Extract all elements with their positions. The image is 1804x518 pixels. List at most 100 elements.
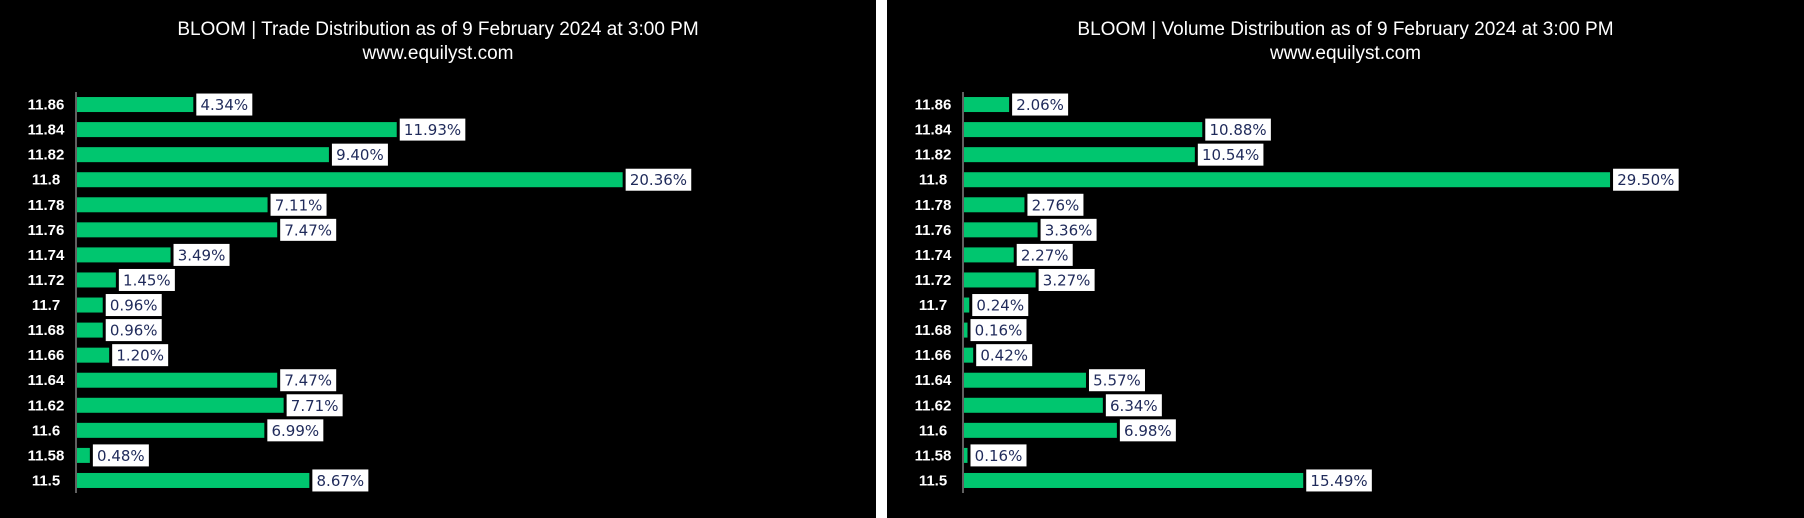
y-tick-label: 11.72 <box>915 272 952 289</box>
data-label: 9.40% <box>336 146 384 164</box>
bar <box>77 172 623 188</box>
data-label-box <box>92 444 149 467</box>
data-label: 0.16% <box>975 322 1023 340</box>
data-label-box <box>112 344 169 367</box>
y-tick-label: 11.66 <box>28 347 65 364</box>
data-label-box <box>1197 143 1264 166</box>
data-label: 0.96% <box>110 297 158 315</box>
bar <box>77 322 103 338</box>
data-label-box <box>280 218 337 241</box>
y-tick-label: 11.5 <box>919 472 947 489</box>
data-label: 6.99% <box>272 422 320 440</box>
data-label-box <box>118 268 175 291</box>
data-label: 2.27% <box>1021 246 1069 264</box>
data-label-box <box>1038 268 1095 291</box>
y-tick-label: 11.86 <box>915 97 952 114</box>
bar <box>77 447 90 463</box>
data-label: 20.36% <box>630 171 687 189</box>
data-label: 0.42% <box>980 347 1028 365</box>
data-label-box <box>270 193 327 216</box>
data-label-box <box>1012 93 1069 116</box>
bar <box>964 272 1036 288</box>
y-tick-label: 11.6 <box>32 422 60 439</box>
volume-distribution-chart: 11.86 2.06% 11.84 10.88% 11.82 10.54% 11.8 29.5… <box>915 92 1679 493</box>
data-label-box <box>1306 469 1372 492</box>
data-label-box <box>976 344 1033 367</box>
y-tick-label: 11.64 <box>915 372 952 389</box>
y-tick-label: 11.86 <box>28 97 65 114</box>
data-label-box <box>196 93 253 116</box>
y-tick-label: 11.82 <box>915 147 952 164</box>
bar <box>964 122 1203 138</box>
data-label-box <box>286 394 343 417</box>
volume-distribution-panel: BLOOM | Volume Distribution as of 9 Febr… <box>887 0 1804 518</box>
data-label: 4.34% <box>200 96 248 114</box>
data-label-box <box>625 168 692 191</box>
y-tick-label: 11.74 <box>28 247 65 264</box>
bar <box>964 297 970 313</box>
data-label-box <box>105 319 162 342</box>
bar <box>77 247 171 263</box>
trade-distribution-panel: BLOOM | Trade Distribution as of 9 Febru… <box>0 0 876 518</box>
bar <box>77 272 116 288</box>
data-label-box <box>331 143 388 166</box>
data-label: 2.06% <box>1016 96 1064 114</box>
data-label-box <box>173 243 230 266</box>
bar <box>964 447 968 463</box>
bar <box>77 222 278 238</box>
y-tick-label: 11.6 <box>919 422 947 439</box>
y-tick-label: 11.68 <box>28 322 65 339</box>
bar <box>964 97 1010 113</box>
data-label: 6.34% <box>1110 397 1158 415</box>
data-label: 0.24% <box>976 297 1024 315</box>
data-label-box <box>1088 369 1145 392</box>
data-label: 11.93% <box>404 121 461 139</box>
data-label-box <box>1027 193 1084 216</box>
trade-distribution-chart: 11.86 4.34% 11.84 11.93% 11.82 9.40% 11.8 20.36… <box>28 92 692 493</box>
data-label: 3.27% <box>1043 271 1091 289</box>
y-tick-label: 11.58 <box>28 447 65 464</box>
data-label: 6.98% <box>1124 422 1172 440</box>
data-label: 3.36% <box>1045 221 1093 239</box>
y-tick-label: 11.76 <box>28 222 65 239</box>
y-tick-label: 11.5 <box>32 472 60 489</box>
data-label-box <box>1119 419 1176 442</box>
data-label-box <box>1205 118 1271 141</box>
y-tick-label: 11.8 <box>32 172 60 189</box>
bar <box>77 397 284 413</box>
data-label-box <box>1016 243 1073 266</box>
data-label: 29.50% <box>1617 171 1674 189</box>
y-tick-label: 11.68 <box>915 322 952 339</box>
data-label-box <box>105 294 162 317</box>
data-label: 0.96% <box>110 322 158 340</box>
data-label: 0.48% <box>97 447 145 465</box>
data-label-box <box>1040 218 1097 241</box>
y-tick-label: 11.58 <box>915 447 952 464</box>
bar <box>964 372 1086 388</box>
bar <box>964 472 1304 488</box>
y-tick-label: 11.64 <box>28 372 65 389</box>
data-label: 8.67% <box>317 472 365 490</box>
bar <box>964 172 1611 188</box>
data-label-box <box>267 419 324 442</box>
y-tick-label: 11.78 <box>915 197 952 214</box>
chart-title-block: BLOOM | Volume Distribution as of 9 Febr… <box>887 18 1804 66</box>
y-tick-label: 11.84 <box>28 122 65 139</box>
data-label-box <box>972 294 1029 317</box>
bar <box>964 422 1117 438</box>
data-label: 15.49% <box>1310 472 1367 490</box>
data-label-box <box>1105 394 1162 417</box>
chart-title-block: BLOOM | Trade Distribution as of 9 Febru… <box>0 18 876 66</box>
bar <box>77 297 103 313</box>
y-tick-label: 11.62 <box>28 397 65 414</box>
data-label: 7.11% <box>275 196 323 214</box>
y-tick-label: 11.8 <box>919 172 947 189</box>
data-label: 5.57% <box>1093 372 1141 390</box>
bar <box>77 197 268 213</box>
data-label: 0.16% <box>975 447 1023 465</box>
y-tick-label: 11.84 <box>915 122 952 139</box>
y-tick-label: 11.7 <box>919 297 947 314</box>
bar <box>964 347 974 363</box>
bar <box>964 397 1103 413</box>
y-tick-label: 11.72 <box>28 272 65 289</box>
